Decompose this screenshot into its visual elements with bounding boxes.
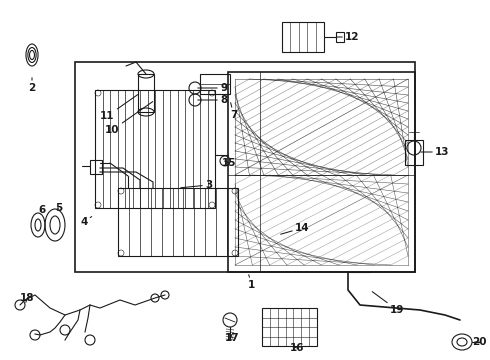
Text: 10: 10 — [105, 102, 153, 135]
Bar — [262, 308, 317, 346]
Bar — [405, 140, 423, 165]
Bar — [138, 74, 154, 112]
Text: 19: 19 — [372, 292, 404, 315]
Bar — [95, 90, 215, 208]
Bar — [228, 72, 415, 272]
Text: 5: 5 — [55, 203, 62, 213]
Bar — [200, 74, 230, 94]
Text: 8: 8 — [198, 95, 227, 105]
Text: 1: 1 — [248, 275, 255, 290]
Text: 13: 13 — [421, 147, 449, 157]
Text: 4: 4 — [80, 217, 92, 227]
Bar — [282, 22, 324, 52]
Text: 3: 3 — [181, 180, 212, 190]
Text: 15: 15 — [222, 158, 237, 168]
Text: 18: 18 — [20, 293, 34, 303]
Bar — [118, 188, 238, 256]
Bar — [90, 160, 102, 174]
Text: 16: 16 — [290, 343, 304, 353]
Bar — [336, 32, 344, 42]
Text: 12: 12 — [337, 32, 360, 42]
Text: 9: 9 — [198, 83, 227, 93]
Text: 2: 2 — [28, 78, 36, 93]
Text: 20: 20 — [472, 337, 487, 347]
Text: 11: 11 — [100, 95, 138, 121]
Text: 7: 7 — [230, 103, 237, 120]
Bar — [75, 62, 415, 272]
Text: 17: 17 — [225, 333, 240, 343]
Text: 14: 14 — [281, 223, 310, 234]
Text: 6: 6 — [38, 205, 45, 215]
